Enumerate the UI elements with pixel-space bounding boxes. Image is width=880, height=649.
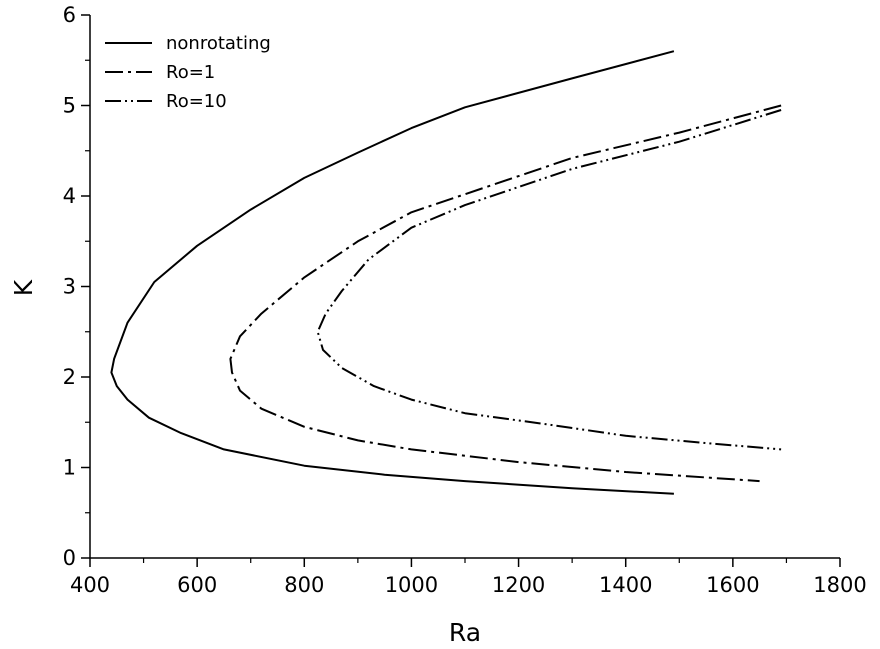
y-tick-label: 0 xyxy=(63,546,76,570)
y-tick-label: 4 xyxy=(63,184,76,208)
tick-labels: 400 600 800 1000 1200 1400 1600 1800 0 1 2 3 4 5 6 xyxy=(63,3,867,597)
legend-label-3: Ro=10 xyxy=(166,91,227,112)
y-tick-label: 6 xyxy=(63,3,76,27)
x-tick-label: 1000 xyxy=(385,573,438,597)
y-tick-label: 2 xyxy=(63,365,76,389)
x-axis-title: Ra xyxy=(449,618,481,647)
x-tick-label: 800 xyxy=(284,573,324,597)
x-tick-label: 1600 xyxy=(706,573,759,597)
x-tick-label: 1400 xyxy=(599,573,652,597)
x-tick-label: 400 xyxy=(70,573,110,597)
legend-label-2: Ro=1 xyxy=(166,62,215,83)
y-axis-title: K xyxy=(9,279,38,296)
x-tick-label: 1800 xyxy=(813,573,866,597)
x-tick-label: 600 xyxy=(177,573,217,597)
series-line-1 xyxy=(110,50,675,495)
legend-label-1: nonrotating xyxy=(166,33,271,54)
y-tick-label: 3 xyxy=(63,275,76,299)
series-layer xyxy=(110,50,782,495)
y-tick-label: 1 xyxy=(63,456,76,480)
legend: nonrotating Ro=1 Ro=10 xyxy=(105,33,271,112)
series-line-2 xyxy=(229,104,782,483)
x-tick-label: 1200 xyxy=(492,573,545,597)
y-tick-label: 5 xyxy=(63,94,76,118)
ticks xyxy=(81,14,841,567)
series-line-3 xyxy=(316,109,782,451)
